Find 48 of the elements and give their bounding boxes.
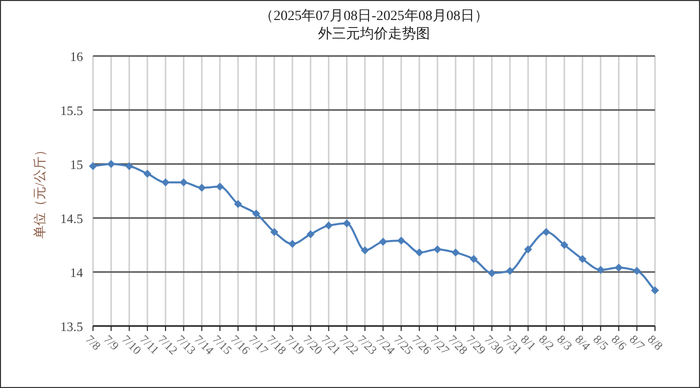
- point: [107, 160, 116, 168]
- point: [632, 266, 641, 275]
- chart-title: （2025年07月08日-2025年08月08日）: [260, 8, 488, 24]
- point: [143, 170, 152, 178]
- point: [270, 228, 278, 236]
- point: [342, 219, 351, 228]
- point: [596, 266, 605, 274]
- point: [288, 240, 296, 248]
- point: [560, 241, 568, 249]
- y-tick-label: 15: [70, 157, 83, 172]
- point: [162, 178, 170, 186]
- point: [324, 222, 333, 230]
- x-tick-label: 8/8: [644, 332, 666, 353]
- point: [180, 178, 188, 186]
- point: [125, 162, 134, 170]
- x-tick-label: 7/9: [101, 332, 122, 353]
- point: [524, 245, 532, 254]
- point: [252, 210, 260, 218]
- y-axis-title: 单位（元/公斤）: [32, 144, 47, 238]
- y-tick-label: 13.5: [60, 319, 83, 334]
- point: [216, 182, 224, 191]
- point: [614, 264, 623, 272]
- point: [470, 255, 478, 264]
- point: [198, 184, 206, 192]
- point: [379, 238, 388, 246]
- y-tick-label: 14.5: [60, 211, 83, 226]
- point: [506, 266, 514, 275]
- point: [415, 248, 424, 257]
- point: [578, 255, 586, 264]
- point: [306, 230, 315, 238]
- point: [542, 228, 550, 236]
- y-tick-label: 15.5: [60, 103, 83, 118]
- point: [651, 286, 659, 294]
- y-tick-label: 16: [70, 49, 84, 64]
- point: [89, 162, 97, 170]
- x-tick-label: 8/7: [626, 332, 648, 353]
- point: [360, 246, 369, 254]
- point: [234, 200, 242, 208]
- x-tick-label: 7/8: [82, 332, 104, 353]
- point: [397, 236, 406, 245]
- point: [433, 245, 442, 254]
- x-tick-label: 8/3: [554, 332, 575, 353]
- y-tick-label: 14: [70, 265, 84, 280]
- x-tick-label: 8/2: [536, 332, 557, 353]
- chart-subtitle: 外三元均价走势图: [318, 26, 430, 42]
- point: [488, 269, 496, 278]
- point: [452, 248, 460, 257]
- x-tick-label: 8/6: [608, 332, 630, 353]
